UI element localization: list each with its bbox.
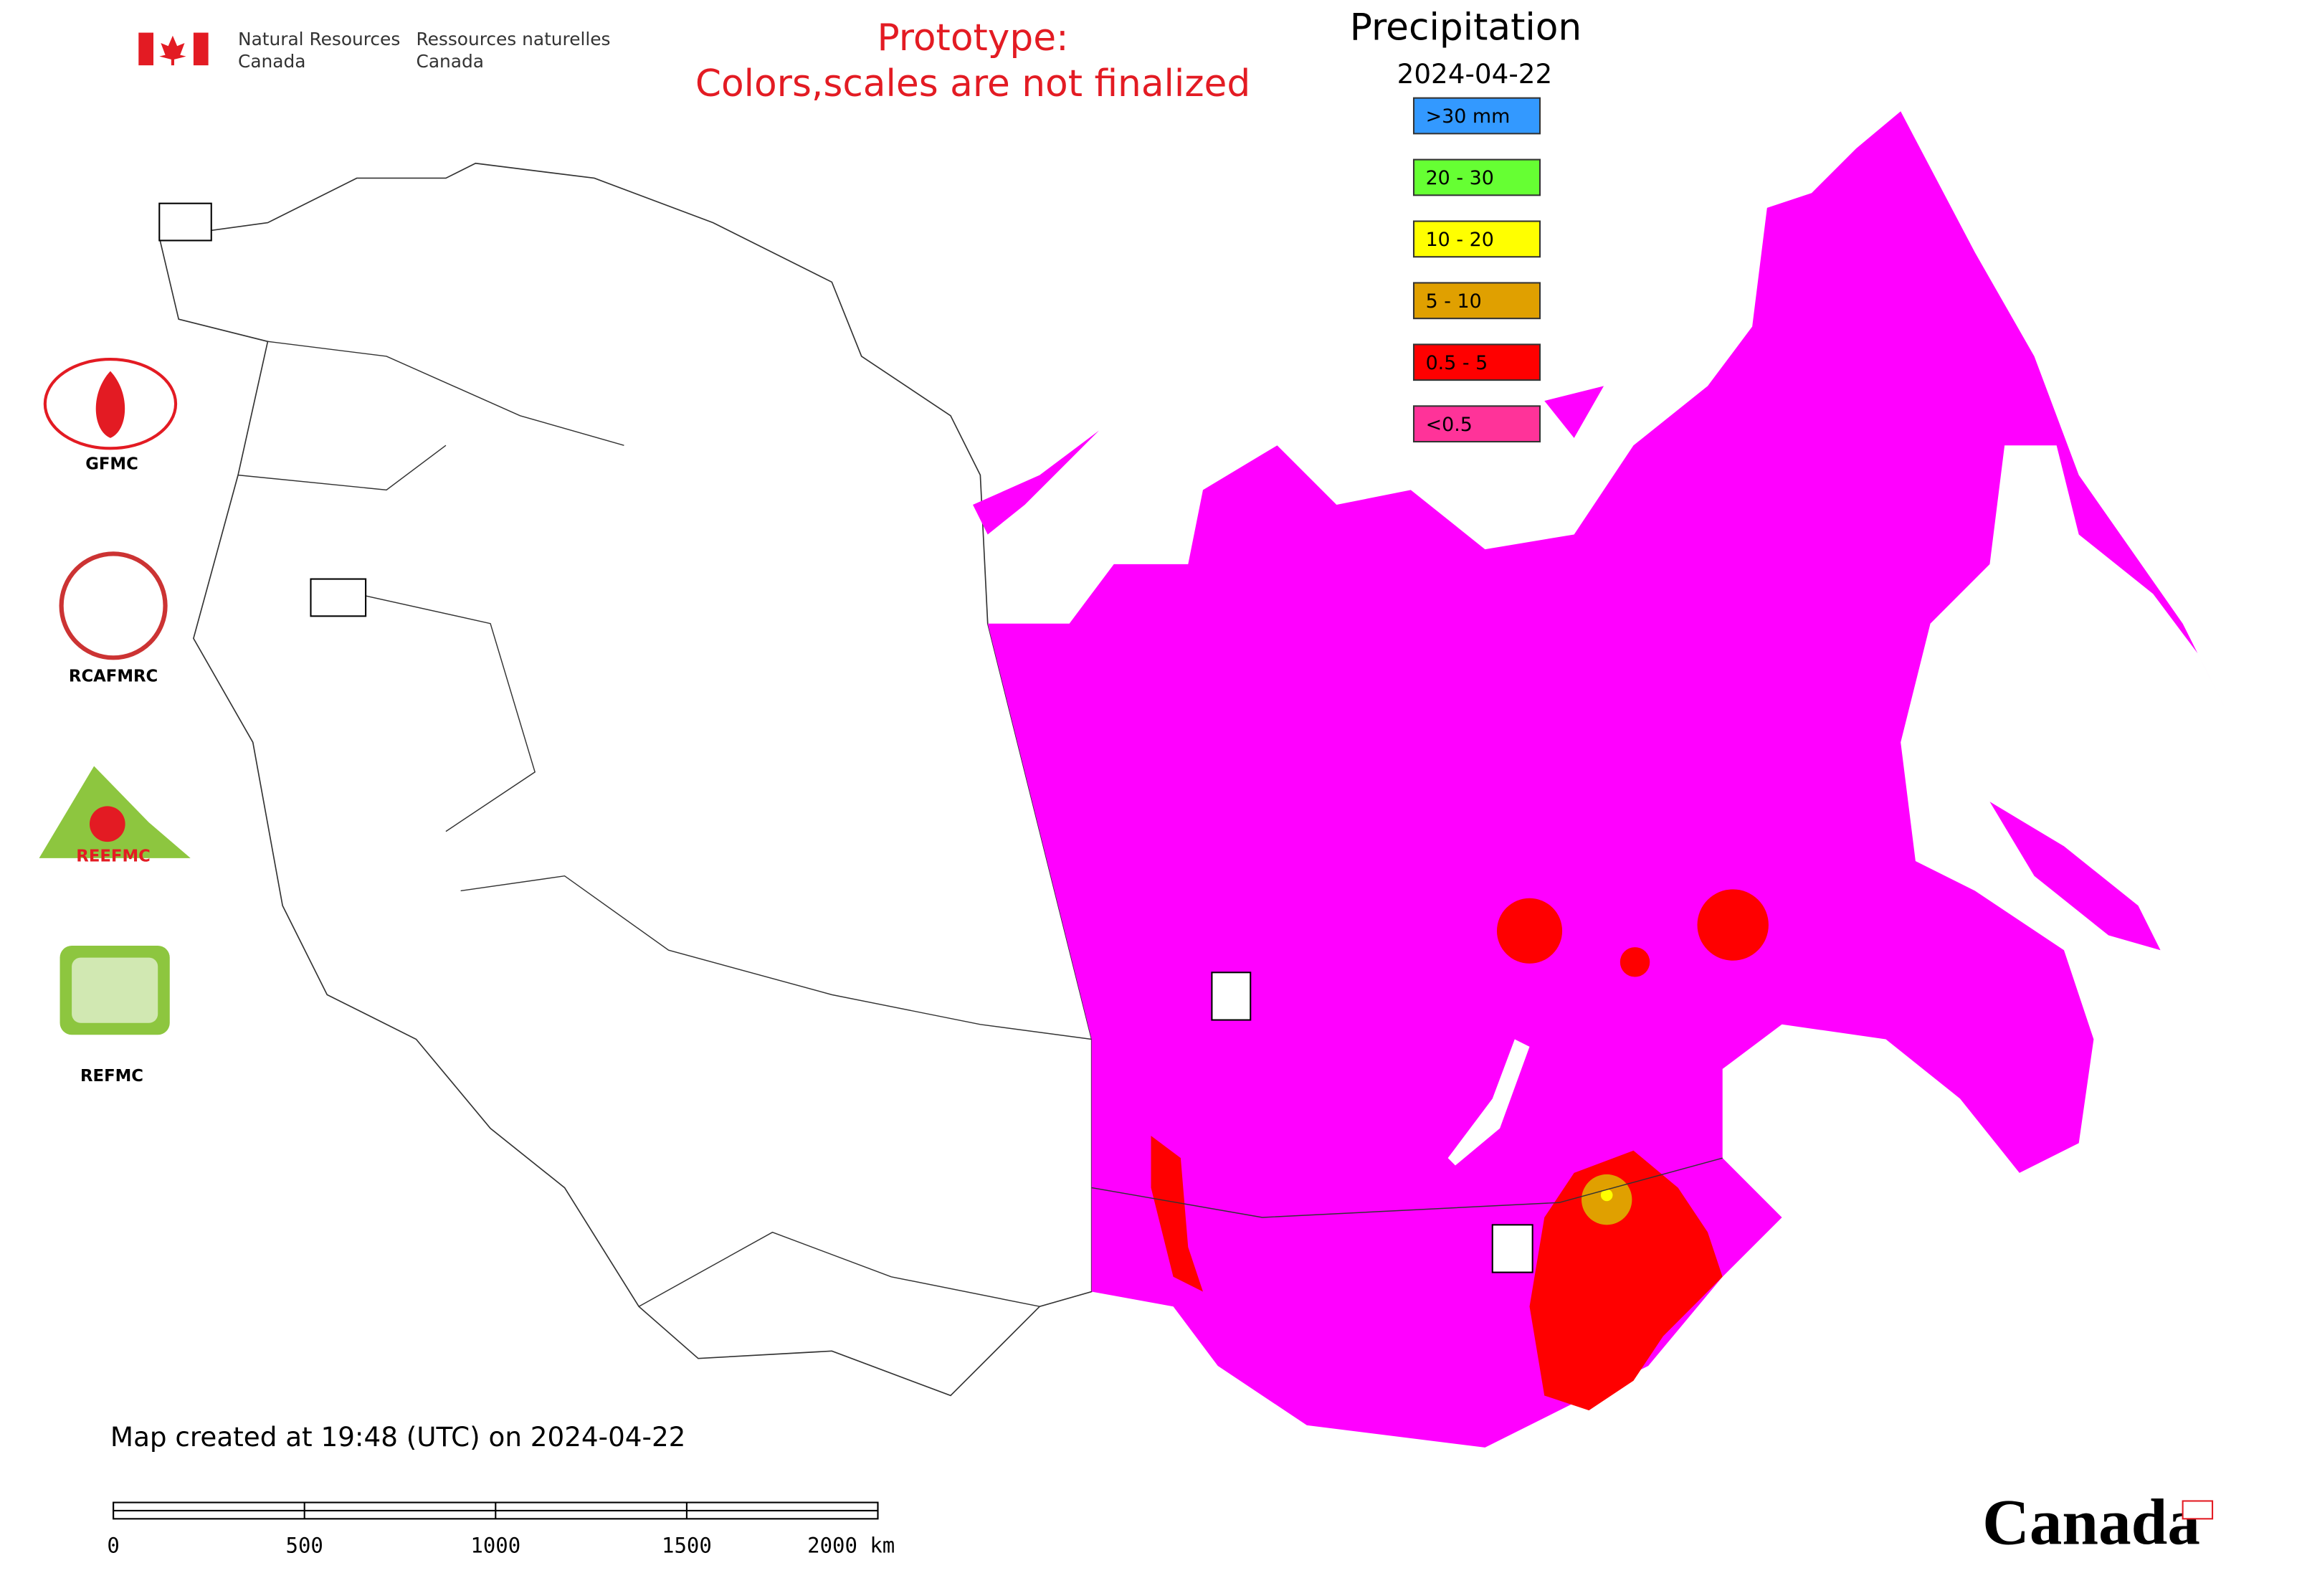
canada-wordmark: Canada xyxy=(1982,1486,2200,1559)
legend-label: <0.5 xyxy=(1426,414,1473,436)
notice: Prototype: xyxy=(877,16,1068,60)
logo-gfmc xyxy=(95,371,125,438)
land-outline xyxy=(158,162,1093,1397)
legend: >30 mm 20 - 30 10 - 20 5 - 10 0.5 - 5 <0.5 xyxy=(1412,97,1541,443)
logo-label: REFMC xyxy=(80,1067,143,1086)
legend-title: Precipitation xyxy=(1350,6,1582,49)
maple-leaf xyxy=(159,35,186,66)
legend-label: >30 mm xyxy=(1426,105,1511,128)
flag-bar xyxy=(138,32,153,66)
map-marker xyxy=(1491,1224,1533,1273)
legend-swatch xyxy=(1412,282,1541,320)
scale-label: 500 xyxy=(286,1534,323,1558)
border-lines xyxy=(1091,1157,1723,1218)
precip-area-red xyxy=(1620,947,1650,977)
lake xyxy=(1447,1039,1530,1166)
logo-rcafmrc xyxy=(59,551,168,660)
created-note: Map created at 19:48 (UTC) on 2024-04-22 xyxy=(110,1421,685,1453)
notice: Colors,scales are not finalized xyxy=(695,62,1250,105)
scale-label: 1000 xyxy=(470,1534,520,1558)
precip-area-red xyxy=(1697,889,1769,961)
precip-area-red xyxy=(1496,898,1563,964)
logo-label: RCAFMRC xyxy=(69,668,158,686)
wordmark-flag xyxy=(2182,1500,2214,1520)
legend-swatch xyxy=(1412,343,1541,381)
precip-area-yellow xyxy=(1600,1189,1613,1202)
legend-label: 20 - 30 xyxy=(1426,167,1494,189)
legend-swatch xyxy=(1412,405,1541,443)
legend-swatch xyxy=(1412,158,1541,196)
department-fr: Canada xyxy=(417,51,484,72)
department-en: Natural Resources xyxy=(238,29,400,49)
scale-label: 0 xyxy=(107,1534,119,1558)
border-lines xyxy=(237,341,1092,1307)
map-marker xyxy=(310,578,367,617)
legend-swatch xyxy=(1412,97,1541,135)
precip-area-red xyxy=(1151,1136,1723,1411)
legend-label: 5 - 10 xyxy=(1426,290,1482,313)
map-marker xyxy=(158,202,212,242)
flag-bar xyxy=(193,32,209,66)
logo-label: GFMC xyxy=(85,455,138,474)
legend-label: 10 - 20 xyxy=(1426,229,1494,251)
scale-label: 1500 xyxy=(662,1534,712,1558)
scale-label: 2000 km xyxy=(807,1534,895,1558)
logo-label: REEFMC xyxy=(76,847,151,865)
department-en: Canada xyxy=(238,51,305,72)
logo-gfmc xyxy=(43,358,178,450)
logo-refmc xyxy=(72,957,158,1023)
map-marker xyxy=(1211,972,1252,1021)
legend-label: 0.5 - 5 xyxy=(1426,352,1488,374)
legend-swatch xyxy=(1412,220,1541,258)
logo-reefmc xyxy=(89,806,125,842)
scale-bar: 0 500 1000 1500 2000 km xyxy=(107,1501,895,1558)
precip-area xyxy=(987,111,2227,1448)
department-fr: Ressources naturelles xyxy=(417,29,611,49)
legend-date: 2024-04-22 xyxy=(1397,58,1553,90)
